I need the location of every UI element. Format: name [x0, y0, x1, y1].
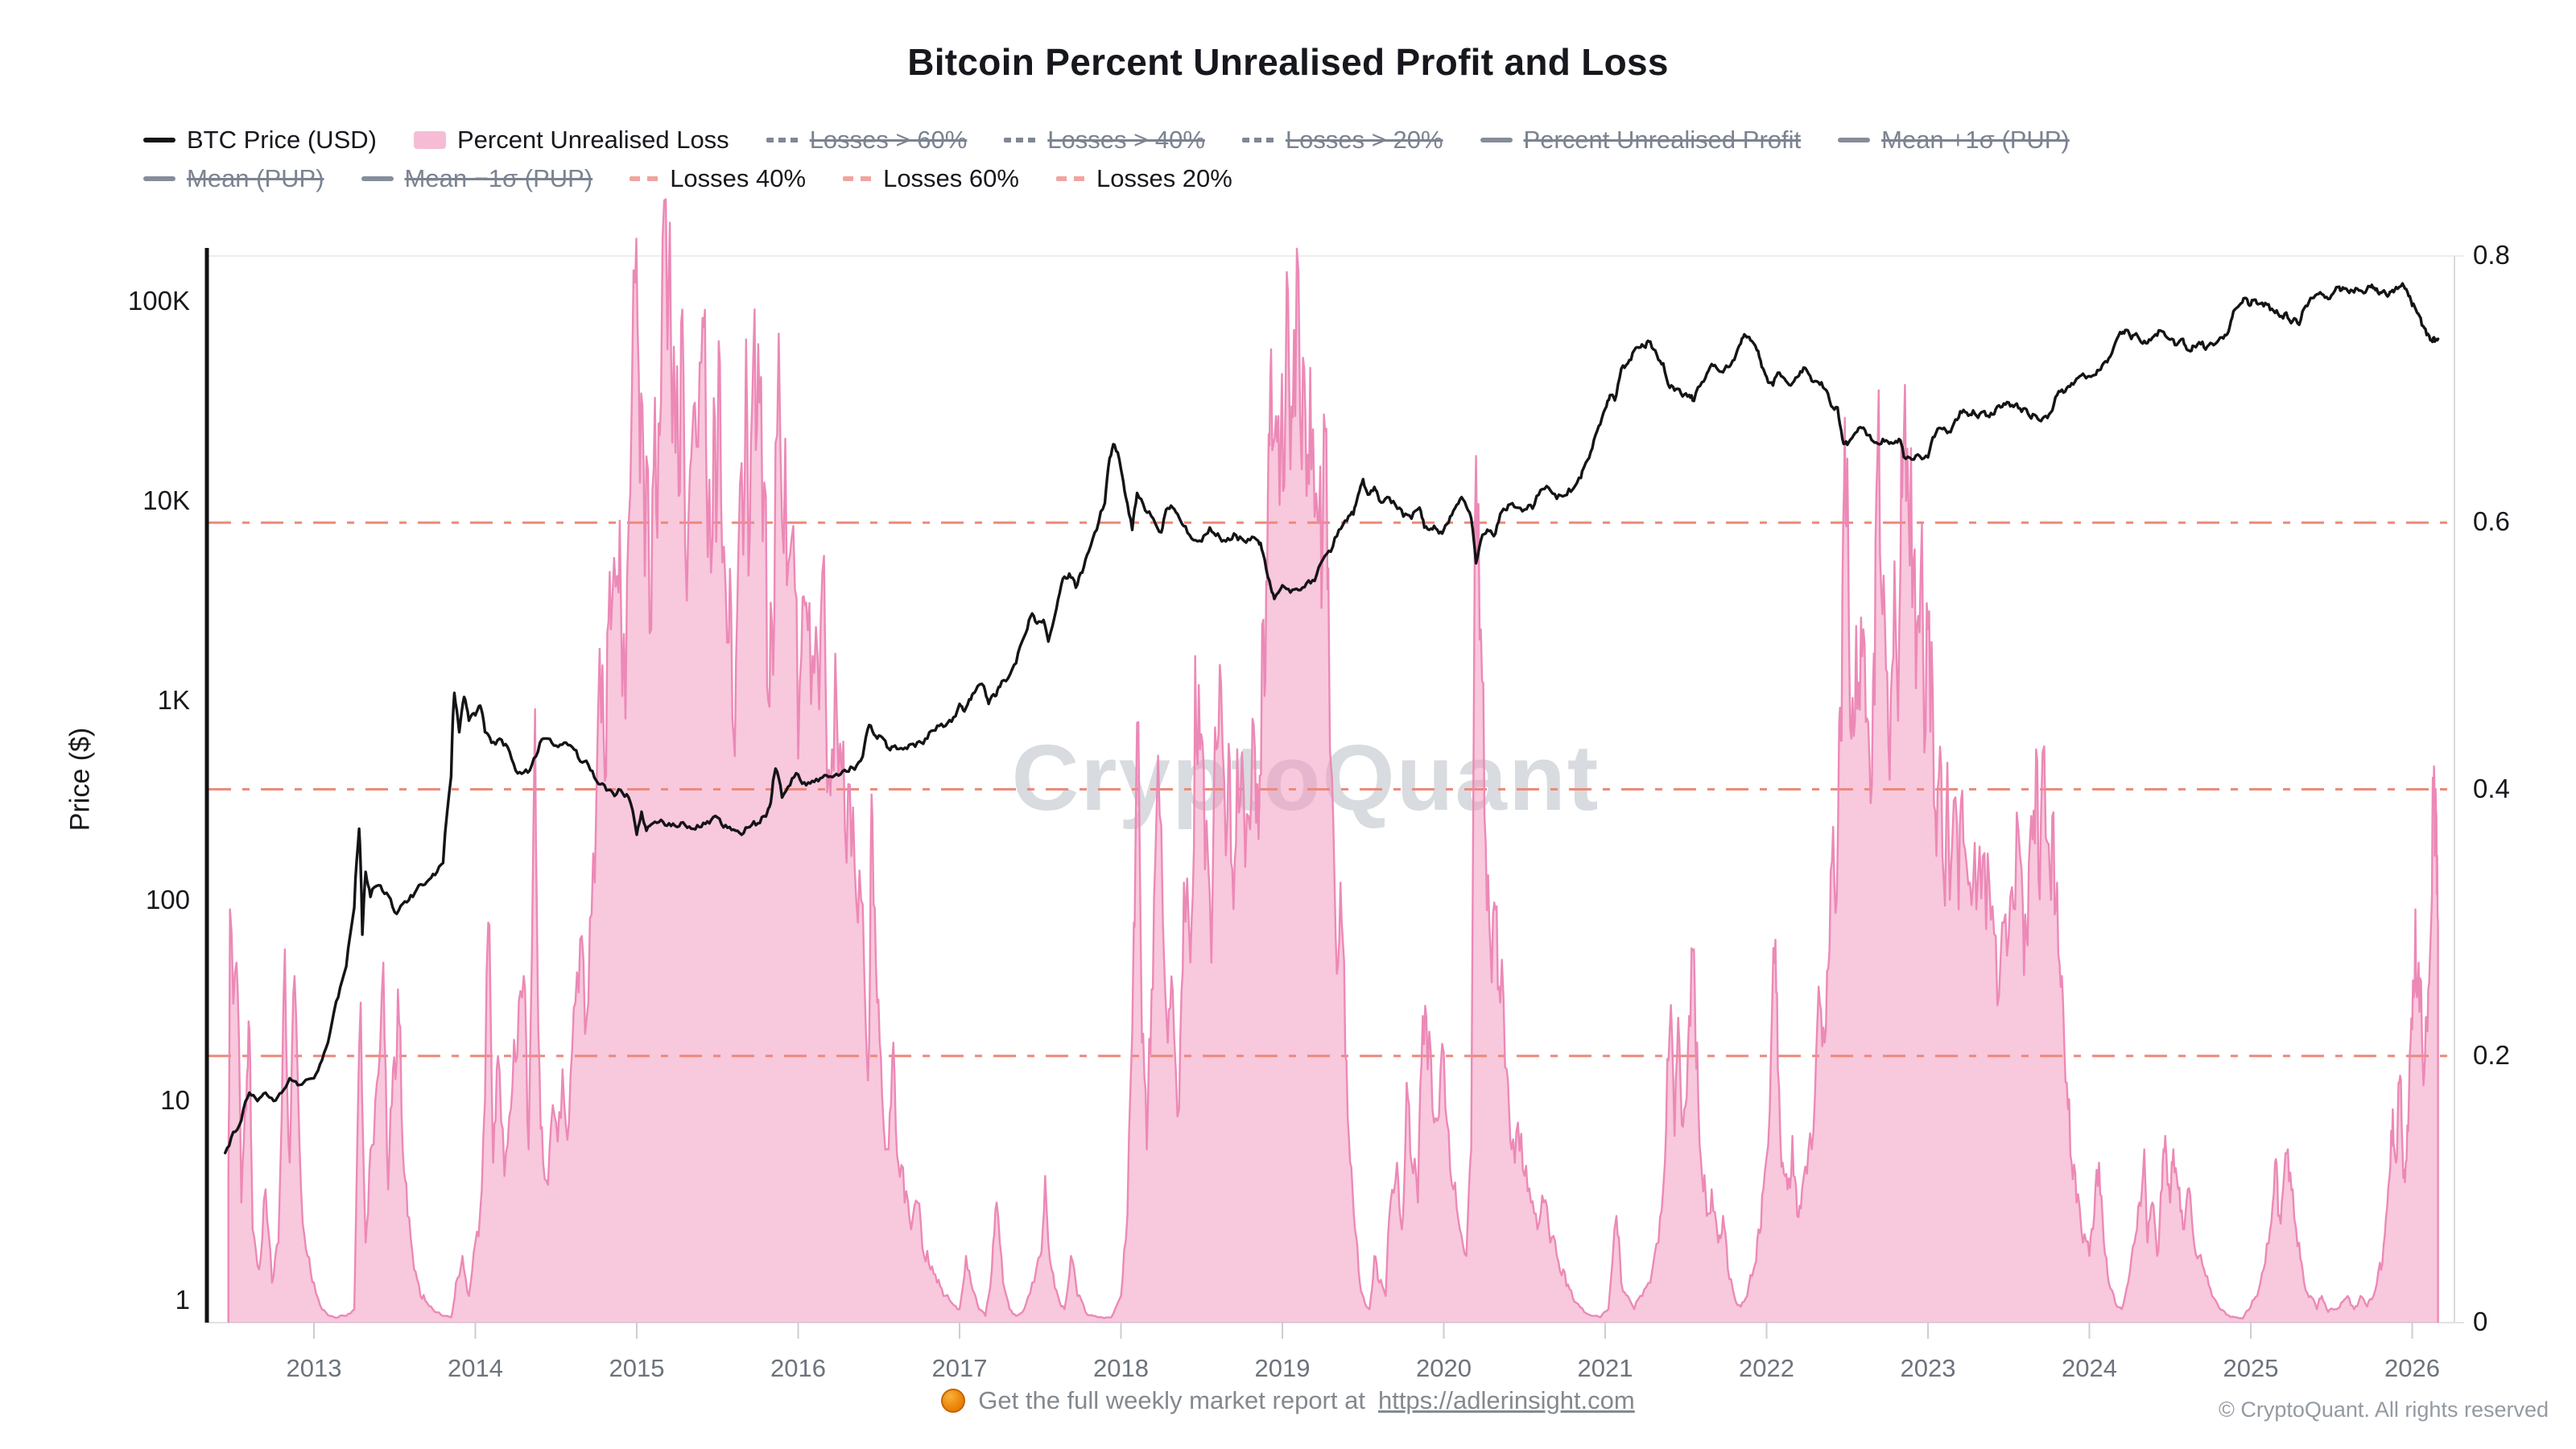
area-swatch-icon: [413, 131, 446, 149]
legend-label: Losses 40%: [670, 164, 807, 192]
line-swatch-icon: [630, 176, 659, 181]
legend-item-losses-20-[interactable]: Losses 20%: [1055, 164, 1232, 193]
unrealised-loss-area: [228, 199, 2438, 1323]
left-tick-100K: 100K: [127, 285, 190, 316]
legend: BTC Price (USD) Percent Unrealised Loss Lo…: [143, 126, 2070, 193]
line-swatch-icon: [1480, 138, 1513, 142]
right-tick-0.8: 0.8: [2473, 240, 2510, 270]
legend-label: Percent Unrealised Loss: [456, 126, 729, 154]
legend-item-losses-40-[interactable]: Losses > 40%: [1004, 126, 1205, 155]
year-label-2020: 2020: [1416, 1354, 1472, 1382]
year-label-2016: 2016: [770, 1354, 826, 1382]
legend-item-btc-price-usd-[interactable]: BTC Price (USD): [143, 126, 377, 155]
left-tick-10: 10: [160, 1084, 190, 1115]
btc-price-line: [224, 282, 2440, 1154]
legend-label: Mean +1σ (PUP): [1881, 126, 2070, 154]
year-label-2017: 2017: [931, 1354, 988, 1382]
legend-item-losses-20-[interactable]: Losses > 20%: [1241, 126, 1443, 155]
legend-item-percent-unrealised-loss[interactable]: Percent Unrealised Loss: [413, 126, 729, 155]
year-label-2025: 2025: [2223, 1354, 2279, 1382]
legend-item-mean-pup-[interactable]: Mean (PUP): [143, 164, 324, 193]
unrealised-loss-outline: [227, 198, 2439, 1323]
right-tick-0.2: 0.2: [2473, 1039, 2510, 1070]
right-tick-0.4: 0.4: [2473, 773, 2510, 803]
year-label-2021: 2021: [1577, 1354, 1633, 1382]
footer-text: Get the full weekly market report at: [978, 1386, 1365, 1414]
line-swatch-icon: [143, 138, 175, 142]
right-tick-0.6: 0.6: [2473, 506, 2510, 537]
legend-label: BTC Price (USD): [187, 126, 377, 154]
line-swatch-icon: [361, 176, 394, 181]
copyright-notice: © CryptoQuant. All rights reserved: [2218, 1397, 2549, 1422]
year-label-2024: 2024: [2062, 1354, 2117, 1382]
legend-item-mean-1-pup-[interactable]: Mean −1σ (PUP): [361, 164, 593, 193]
legend-item-losses-40-[interactable]: Losses 40%: [630, 164, 806, 193]
left-tick-1: 1: [175, 1285, 190, 1315]
line-swatch-icon: [843, 176, 873, 181]
legend-label: Mean −1σ (PUP): [404, 164, 593, 192]
line-swatch-icon: [1055, 176, 1085, 181]
line-swatch-icon: [766, 138, 799, 142]
line-swatch-icon: [1838, 138, 1871, 142]
footer-link[interactable]: https://adlerinsight.com: [1377, 1386, 1635, 1414]
right-tick-0: 0: [2473, 1307, 2488, 1336]
line-swatch-icon: [143, 176, 175, 181]
year-label-2023: 2023: [1900, 1354, 1956, 1382]
line-swatch-icon: [1241, 138, 1274, 142]
legend-label: Losses > 20%: [1285, 126, 1443, 154]
year-label-2018: 2018: [1093, 1354, 1149, 1382]
year-label-2013: 2013: [286, 1354, 342, 1382]
left-tick-100: 100: [145, 885, 190, 915]
year-label-2019: 2019: [1254, 1354, 1311, 1382]
year-label-2022: 2022: [1739, 1354, 1794, 1382]
legend-row-2: Mean (PUP) Mean −1σ (PUP) Losses 40% Losses…: [143, 164, 2070, 193]
legend-item-losses-60-[interactable]: Losses > 60%: [766, 126, 968, 155]
legend-label: Losses 20%: [1096, 164, 1232, 192]
legend-item-losses-60-[interactable]: Losses 60%: [843, 164, 1019, 193]
page-title: Bitcoin Percent Unrealised Profit and Lo…: [907, 41, 1669, 83]
legend-item-percent-unrealised-profit[interactable]: Percent Unrealised Profit: [1480, 126, 1802, 155]
year-label-2026: 2026: [2384, 1354, 2440, 1382]
legend-row-1: BTC Price (USD) Percent Unrealised Loss Lo…: [143, 126, 2070, 155]
orange-circle-icon: [941, 1389, 966, 1413]
legend-label: Mean (PUP): [187, 164, 324, 192]
left-tick-10K: 10K: [142, 485, 190, 515]
year-label-2014: 2014: [448, 1354, 503, 1382]
footer-banner: Get the full weekly market report at htt…: [0, 1386, 2576, 1415]
legend-label: Losses > 40%: [1047, 126, 1205, 154]
line-swatch-icon: [1004, 138, 1037, 142]
legend-label: Percent Unrealised Profit: [1523, 126, 1802, 154]
legend-item-mean-1-pup-[interactable]: Mean +1σ (PUP): [1838, 126, 2070, 155]
legend-label: Losses 60%: [883, 164, 1019, 192]
year-label-2015: 2015: [609, 1354, 665, 1382]
left-tick-1K: 1K: [157, 685, 190, 716]
legend-label: Losses > 60%: [809, 126, 968, 154]
